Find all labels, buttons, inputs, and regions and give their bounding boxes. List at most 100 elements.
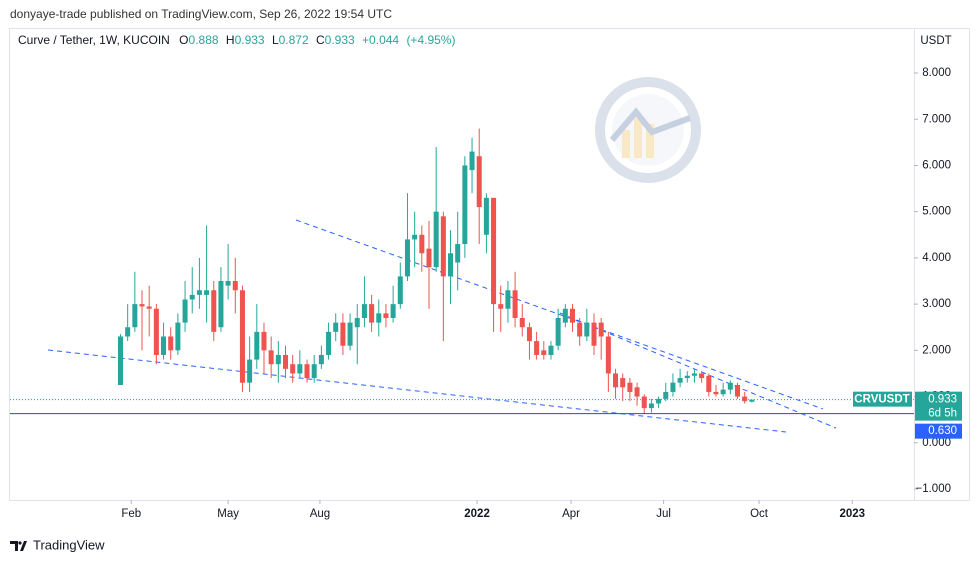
candle-body — [462, 165, 468, 245]
candle-body — [483, 197, 489, 235]
candle-body — [125, 327, 131, 337]
candle-body — [426, 248, 432, 268]
candle-body — [383, 313, 389, 318]
legend-change: +0.044 — [362, 33, 399, 47]
candle-body — [534, 341, 540, 355]
candle-body — [275, 354, 281, 365]
candle-body — [361, 304, 367, 318]
legend-high-label: H — [226, 33, 235, 47]
candle-body — [218, 281, 224, 328]
footer-brand: TradingView — [33, 537, 105, 552]
candle-body — [290, 364, 296, 374]
candle-body — [670, 382, 676, 392]
candle-body — [161, 336, 167, 355]
candle-body — [189, 294, 195, 300]
candle-body — [663, 391, 669, 399]
candle-body — [369, 304, 375, 323]
candle-body — [742, 396, 748, 402]
candle-body — [699, 373, 705, 379]
candle-body — [146, 306, 152, 309]
x-tick-label: 2022 — [464, 508, 490, 520]
candle-body — [691, 373, 697, 376]
candle-body — [627, 382, 633, 392]
candle-body — [749, 399, 755, 402]
price-line-label: 0.630 — [928, 425, 957, 437]
watermark-arrow — [609, 107, 692, 142]
candle-body — [734, 385, 741, 397]
y-tick-label: 6.000 — [922, 159, 951, 171]
candle-body — [247, 359, 253, 383]
candle-body — [713, 391, 719, 395]
candle-body — [239, 290, 245, 383]
candle-body — [175, 322, 181, 351]
last-price-label: 0.933 — [928, 394, 957, 406]
candle-body — [347, 322, 353, 346]
candle-body — [254, 331, 260, 360]
candle-body — [282, 354, 289, 369]
candle-body — [591, 322, 597, 346]
candle-body — [584, 322, 590, 337]
countdown: 6d 5h — [928, 408, 957, 420]
watermark — [595, 77, 701, 183]
candles — [117, 128, 755, 414]
candle-body — [498, 304, 504, 309]
legend-high: 0.933 — [235, 33, 265, 47]
symbol-tag-box — [853, 391, 912, 407]
candle-body — [397, 276, 403, 305]
logo-mark — [10, 541, 27, 551]
legend-open: 0.888 — [189, 33, 219, 47]
legend-low-label: L — [272, 33, 279, 47]
watermark-bar — [646, 124, 654, 158]
y-tick-label: 5.000 — [922, 206, 951, 218]
x-tick-label: Aug — [310, 508, 330, 520]
candle-body — [232, 281, 238, 291]
candle-body — [318, 354, 324, 365]
candle-body — [512, 290, 518, 318]
candle-body — [153, 308, 159, 355]
x-tick-label: Apr — [562, 508, 580, 520]
y-tick-label: 2.000 — [922, 344, 951, 356]
candle-body — [491, 197, 497, 305]
candle-body — [569, 308, 575, 323]
candle-body — [641, 396, 647, 409]
chart-frame — [9, 28, 970, 501]
candle-body — [333, 322, 339, 332]
candle-body — [469, 151, 475, 171]
x-tick-label: 2023 — [840, 508, 866, 520]
candle-body — [376, 313, 382, 323]
price-line-box — [915, 423, 962, 439]
candle-body — [117, 336, 123, 386]
x-tick-label: Oct — [750, 508, 769, 520]
legend-close: 0.933 — [325, 33, 355, 47]
candle-body — [505, 290, 511, 309]
candle-body — [727, 382, 733, 390]
candle-body — [297, 364, 303, 374]
candle-body — [648, 403, 654, 409]
candle-body — [656, 398, 662, 404]
candle-body — [526, 327, 532, 342]
x-tick-label: Jul — [656, 508, 671, 520]
candle-body — [548, 345, 554, 355]
candle-body — [225, 281, 231, 286]
legend-open-label: O — [179, 33, 188, 47]
candle-body — [304, 364, 310, 379]
y-tick-label: 0.000 — [922, 437, 951, 449]
candle-body — [448, 253, 454, 277]
trend-line — [295, 219, 824, 410]
candle-body — [132, 304, 138, 328]
candle-body — [182, 299, 188, 323]
candle-body — [613, 373, 619, 388]
y-tick-label: −1.000 — [916, 483, 952, 495]
trend-line — [47, 349, 787, 433]
candle-body — [433, 211, 439, 268]
watermark-bar — [634, 118, 642, 158]
trend-line — [559, 312, 837, 429]
symbol-tag: CRVUSDT — [854, 394, 909, 406]
y-tick-label: 8.000 — [922, 67, 951, 79]
candle-body — [634, 387, 640, 397]
candle-body — [598, 322, 604, 337]
candle-body — [620, 378, 626, 388]
watermark-ring — [595, 77, 701, 183]
y-axis-label: USDT — [920, 35, 951, 47]
